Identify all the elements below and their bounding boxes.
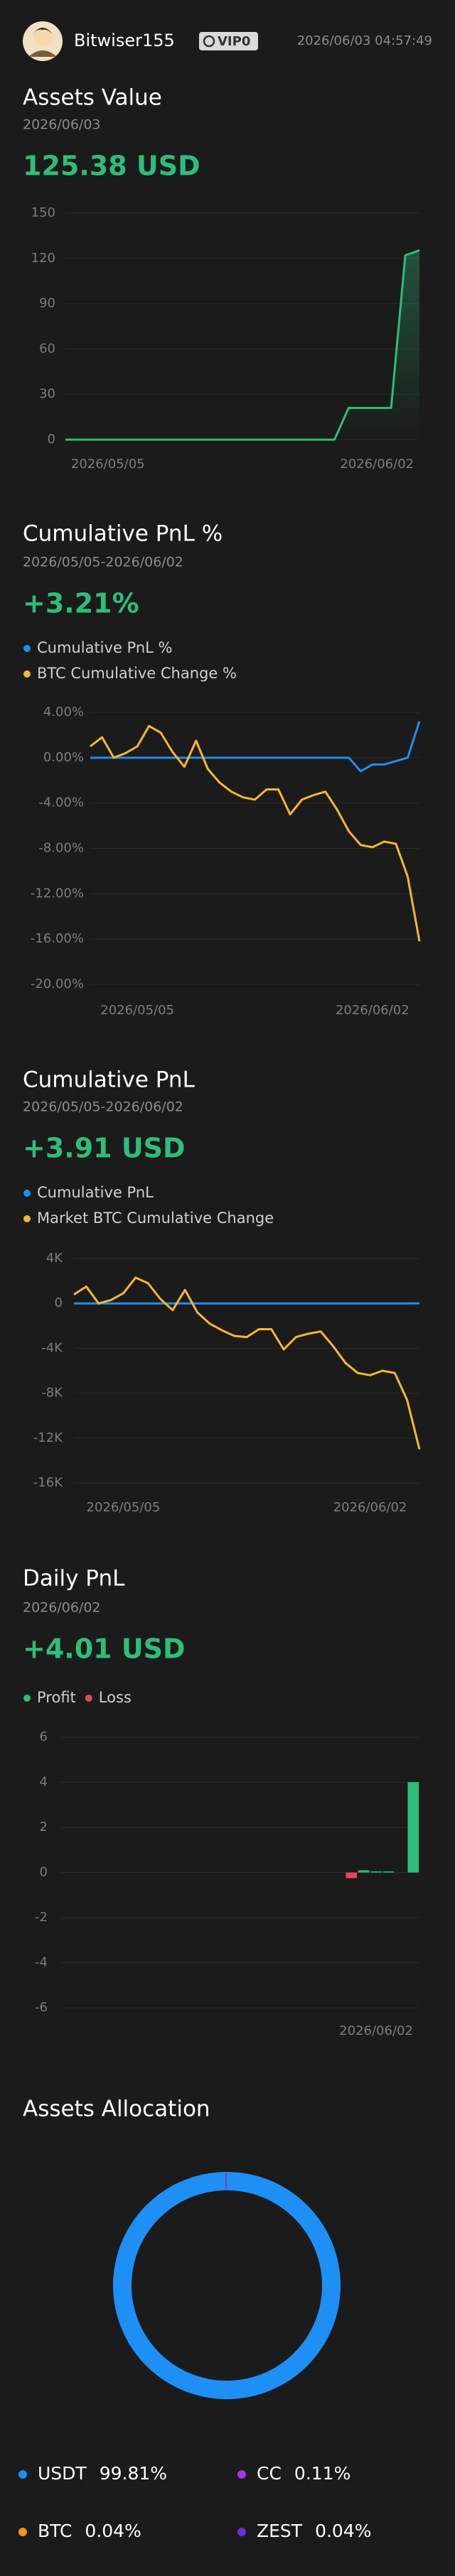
y-tick-label: -6 <box>35 2000 48 2015</box>
vip-badge: VIP0 <box>199 32 258 50</box>
section-title: Cumulative PnL % <box>23 521 223 547</box>
y-tick-label: 150 <box>31 205 55 220</box>
y-tick-label: 6 <box>40 1729 48 1744</box>
y-tick-label: -16.00% <box>31 931 84 946</box>
legend-label: Cumulative PnL % <box>37 639 172 656</box>
legend-dot <box>237 2528 246 2536</box>
y-tick-label: 90 <box>39 296 55 311</box>
headline-value: +3.21% <box>23 588 139 619</box>
section-subtitle: 2026/06/03 <box>23 117 101 133</box>
legend-label: Cumulative PnL <box>37 1184 154 1201</box>
line <box>90 724 421 942</box>
legend-label: Market BTC Cumulative Change <box>37 1210 274 1227</box>
avatar[interactable] <box>23 21 63 61</box>
section-title: Assets Value <box>23 85 162 111</box>
legend-label: ZEST <box>257 2521 303 2541</box>
bar <box>346 1872 358 1879</box>
bar <box>370 1871 382 1873</box>
legend-value: 99.81% <box>100 2463 167 2484</box>
headline-value: 125.38 USD <box>23 151 200 182</box>
section-subtitle: 2026/05/05-2026/06/02 <box>23 1099 183 1115</box>
legend-dot <box>23 1190 31 1197</box>
line <box>65 249 420 441</box>
y-tick-label: -16K <box>33 1475 63 1490</box>
bar <box>382 1871 395 1873</box>
y-tick-label: -8.00% <box>38 841 84 856</box>
y-tick-label: -4 <box>35 1955 48 1970</box>
legend-dot <box>23 1695 31 1702</box>
y-tick-label: -2 <box>35 1910 48 1925</box>
legend-value: 0.04% <box>85 2521 141 2541</box>
y-tick-label: -4K <box>41 1340 63 1355</box>
x-tick-label: 2026/05/05 <box>100 1003 174 1018</box>
y-tick-label: 0 <box>55 1295 63 1310</box>
y-tick-label: -20.00% <box>31 977 84 991</box>
vip-label: VIP0 <box>218 34 250 49</box>
x-tick-label: 2026/06/02 <box>340 457 414 472</box>
x-tick-label: 2026/06/02 <box>336 1003 410 1018</box>
y-tick-label: 2 <box>40 1820 48 1835</box>
legend-dot <box>85 1695 92 1702</box>
y-tick-label: -12K <box>33 1430 63 1445</box>
legend-label: CC <box>257 2463 282 2484</box>
legend-value: 0.04% <box>315 2521 371 2541</box>
bar <box>407 1782 419 1873</box>
legend-label: BTC <box>38 2521 72 2541</box>
y-tick-label: -8K <box>41 1386 63 1401</box>
x-tick-label: 2026/06/02 <box>333 1500 407 1515</box>
legend-label: USDT <box>38 2463 87 2484</box>
username: Bitwiser155 <box>74 31 175 50</box>
line <box>90 721 421 773</box>
legend-dot <box>23 645 31 652</box>
legend-dot <box>237 2470 246 2479</box>
section-title: Daily PnL <box>23 1566 125 1592</box>
y-tick-label: 4 <box>40 1775 48 1790</box>
y-tick-label: 0 <box>48 432 55 447</box>
section-subtitle: 2026/05/05-2026/06/02 <box>23 555 183 570</box>
timestamp: 2026/06/03 04:57:49 <box>297 33 432 48</box>
y-tick-label: -4.00% <box>38 795 84 810</box>
section-subtitle: 2026/06/02 <box>23 1600 101 1616</box>
headline-value: +4.01 USD <box>23 1634 186 1665</box>
area <box>65 250 419 440</box>
legend-value: 0.11% <box>294 2463 350 2484</box>
y-tick-label: 0 <box>40 1865 48 1880</box>
section-title: Assets Allocation <box>23 2097 210 2122</box>
bar <box>358 1870 370 1873</box>
x-tick-label: 2026/05/05 <box>87 1500 161 1515</box>
x-tick-label: 2026/06/02 <box>339 2023 413 2038</box>
y-tick-label: 30 <box>39 386 55 401</box>
y-tick-label: -12.00% <box>31 886 84 901</box>
legend-dot <box>18 2528 27 2536</box>
y-tick-label: 4K <box>46 1251 63 1266</box>
legend-dot <box>23 670 31 678</box>
headline-value: +3.91 USD <box>23 1133 186 1164</box>
section-title: Cumulative PnL <box>23 1067 196 1093</box>
y-tick-label: 120 <box>31 251 55 266</box>
legend-label: Profit <box>37 1689 76 1706</box>
legend-label: BTC Cumulative Change % <box>37 665 237 682</box>
y-tick-label: 60 <box>39 341 55 356</box>
x-tick-label: 2026/05/05 <box>71 457 145 472</box>
line <box>73 1276 421 1450</box>
legend-label: Loss <box>99 1689 132 1706</box>
legend-dot <box>23 1215 31 1222</box>
donut-segment <box>225 2172 227 2191</box>
y-tick-label: 4.00% <box>43 705 84 719</box>
legend-dot <box>18 2470 27 2479</box>
y-tick-label: 0.00% <box>43 750 84 765</box>
